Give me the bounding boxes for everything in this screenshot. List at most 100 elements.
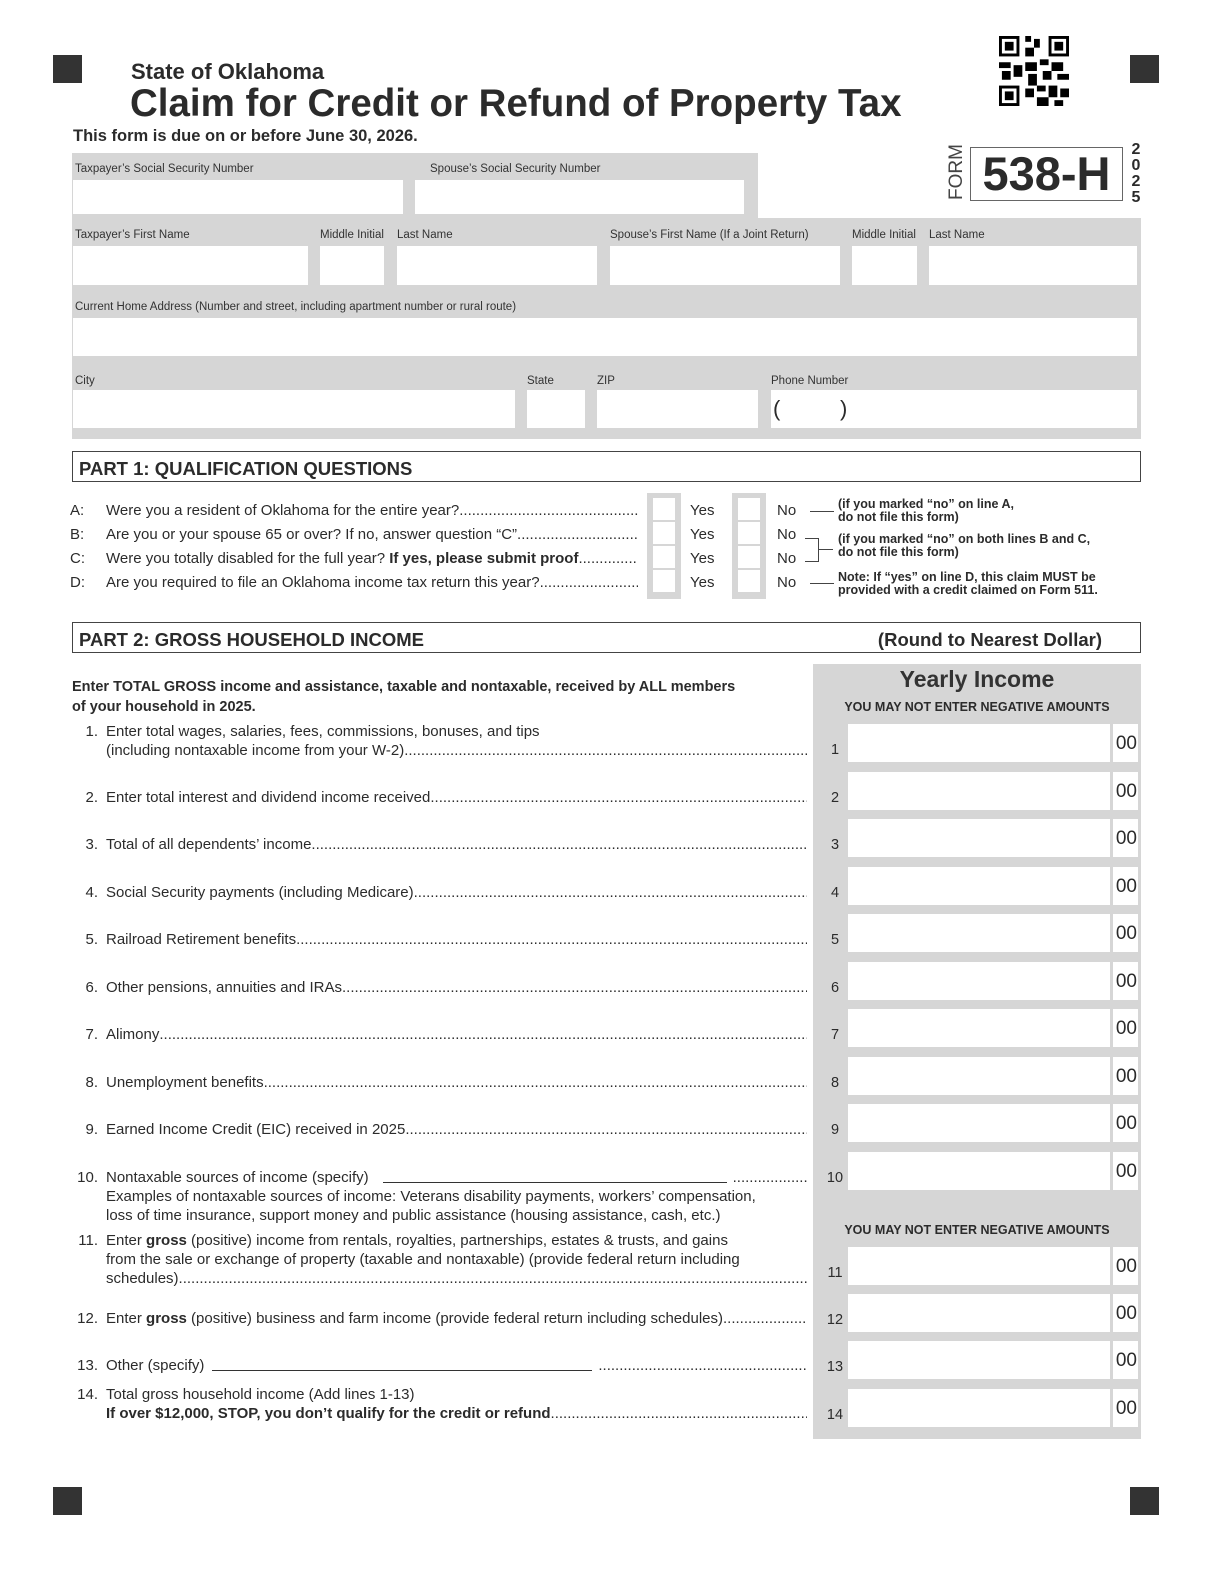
line-number: 9.: [85, 1121, 98, 1138]
label: State: [527, 375, 554, 387]
amount-field-1[interactable]: [848, 724, 1110, 762]
yes-checkbox[interactable]: [653, 498, 675, 520]
zip-field[interactable]: [597, 390, 758, 428]
question-letter: C:: [70, 550, 85, 567]
amount-field-6[interactable]: [848, 962, 1110, 1000]
line-label: Alimony: [106, 1025, 159, 1044]
city-field[interactable]: [73, 390, 515, 428]
spouse-ssn-field[interactable]: [415, 180, 744, 214]
income-line: 1. Enter total wages, salaries, fees, com…: [72, 722, 807, 760]
amount-field-2[interactable]: [848, 772, 1110, 810]
registration-mark: [1130, 55, 1159, 83]
cents-field[interactable]: 00: [1113, 1009, 1138, 1047]
dot-leader: [342, 978, 807, 997]
line-number: 1.: [85, 723, 98, 740]
cents-field[interactable]: 00: [1113, 1389, 1138, 1427]
taxpayer-ssn-field[interactable]: [73, 180, 403, 214]
cents-field[interactable]: 00: [1113, 1247, 1138, 1285]
line-text: 14. Total gross household income (Add lin…: [72, 1385, 807, 1404]
note-line: (if you marked “no” on line A,: [838, 497, 1014, 511]
cents-field[interactable]: 00: [1113, 1341, 1138, 1379]
label: Taxpayer’s Social Security Number: [75, 163, 254, 175]
cents-field[interactable]: 00: [1113, 962, 1138, 1000]
text-segment: Nontaxable sources of income (specify): [106, 1169, 369, 1186]
spouse-last-name-field[interactable]: [929, 246, 1137, 285]
yes-label: Yes: [690, 574, 715, 591]
line-text: Examples of nontaxable sources of income…: [72, 1187, 807, 1206]
last-name-field[interactable]: [397, 246, 597, 285]
income-line: 7. Alimony: [72, 1025, 807, 1044]
amount-field-11[interactable]: [848, 1247, 1110, 1285]
yes-checkbox[interactable]: [653, 522, 675, 544]
line-label: Enter total interest and dividend income…: [106, 788, 430, 807]
line-label: Other (specify): [106, 1356, 204, 1375]
line-number: 5.: [85, 931, 98, 948]
line-label: Enter gross (positive) business and farm…: [106, 1309, 723, 1328]
income-line: 14. Total gross household income (Add lin…: [72, 1385, 807, 1423]
cents-field[interactable]: 00: [1113, 772, 1138, 810]
amount-field-9[interactable]: [848, 1104, 1110, 1142]
yes-checkbox[interactable]: [653, 570, 675, 592]
income-line: 9. Earned Income Credit (EIC) received in…: [72, 1120, 807, 1139]
label: Taxpayer’s First Name: [75, 229, 190, 241]
amount-field-10[interactable]: [848, 1152, 1110, 1190]
specify-field[interactable]: [382, 1168, 727, 1183]
amount-field-13[interactable]: [848, 1341, 1110, 1379]
address-field[interactable]: [73, 318, 1137, 356]
phone-field[interactable]: ( ): [771, 390, 1137, 428]
no-checkbox[interactable]: [738, 546, 760, 568]
line-text: 7. Alimony: [72, 1025, 807, 1044]
line-label: Unemployment benefits: [106, 1073, 264, 1092]
line-label: Nontaxable sources of income (specify): [106, 1168, 369, 1187]
line-text: 6. Other pensions, annuities and IRAs: [72, 978, 807, 997]
amount-field-8[interactable]: [848, 1057, 1110, 1095]
cents-field[interactable]: 00: [1113, 1057, 1138, 1095]
no-checkbox[interactable]: [738, 498, 760, 520]
amount-field-12[interactable]: [848, 1294, 1110, 1332]
yes-checkbox[interactable]: [653, 546, 675, 568]
cents-field[interactable]: 00: [1113, 819, 1138, 857]
intro-line: of your household in 2025.: [72, 699, 256, 715]
amount-field-14[interactable]: [848, 1389, 1110, 1427]
spouse-middle-initial-field[interactable]: [852, 246, 917, 285]
text-segment: Railroad Retirement benefits: [106, 931, 297, 948]
amount-field-3[interactable]: [848, 819, 1110, 857]
amount-field-5[interactable]: [848, 914, 1110, 952]
state-field[interactable]: [527, 390, 585, 428]
no-checkbox[interactable]: [738, 522, 760, 544]
year-digit: 5: [1131, 189, 1141, 206]
line-ref: 1: [830, 742, 840, 758]
amount-field-4[interactable]: [848, 867, 1110, 905]
cents-field[interactable]: 00: [1113, 1104, 1138, 1142]
text-segment: Other (specify): [106, 1357, 205, 1374]
page-title: Claim for Credit or Refund of Property T…: [130, 82, 902, 125]
question-label: Are you required to file an Oklahoma inc…: [106, 574, 540, 591]
spouse-first-name-field[interactable]: [610, 246, 840, 285]
income-line: 12. Enter gross (positive) business and f…: [72, 1309, 807, 1328]
line-ref: 13: [826, 1359, 844, 1375]
connector-line: [810, 511, 834, 512]
cents-field[interactable]: 00: [1113, 867, 1138, 905]
text-segment: If over $12,000, STOP, you don’t qualify…: [106, 1405, 551, 1422]
amount-field-7[interactable]: [848, 1009, 1110, 1047]
specify-field[interactable]: [212, 1356, 593, 1371]
no-checkbox[interactable]: [738, 570, 760, 592]
line-number: 11.: [78, 1232, 98, 1249]
cents-field[interactable]: 00: [1113, 914, 1138, 952]
middle-initial-field[interactable]: [320, 246, 384, 285]
line-text: (including nontaxable income from your W…: [72, 741, 807, 760]
cents-field[interactable]: 00: [1113, 724, 1138, 762]
first-name-field[interactable]: [73, 246, 308, 285]
text-segment: gross: [146, 1232, 187, 1249]
income-line: 5. Railroad Retirement benefits: [72, 930, 807, 949]
phone-paren: ): [840, 396, 848, 421]
text-segment: Total of all dependents’ income: [106, 836, 312, 853]
text-segment: ..: [578, 550, 587, 567]
cents-field[interactable]: 00: [1113, 1294, 1138, 1332]
question-label: Were you totally disabled for the full y…: [106, 550, 587, 567]
registration-mark: [1130, 1487, 1159, 1515]
line-label: Total of all dependents’ income: [106, 835, 311, 854]
label: City: [75, 375, 95, 387]
cents-field[interactable]: 00: [1113, 1152, 1138, 1190]
dot-leader: [540, 574, 638, 591]
